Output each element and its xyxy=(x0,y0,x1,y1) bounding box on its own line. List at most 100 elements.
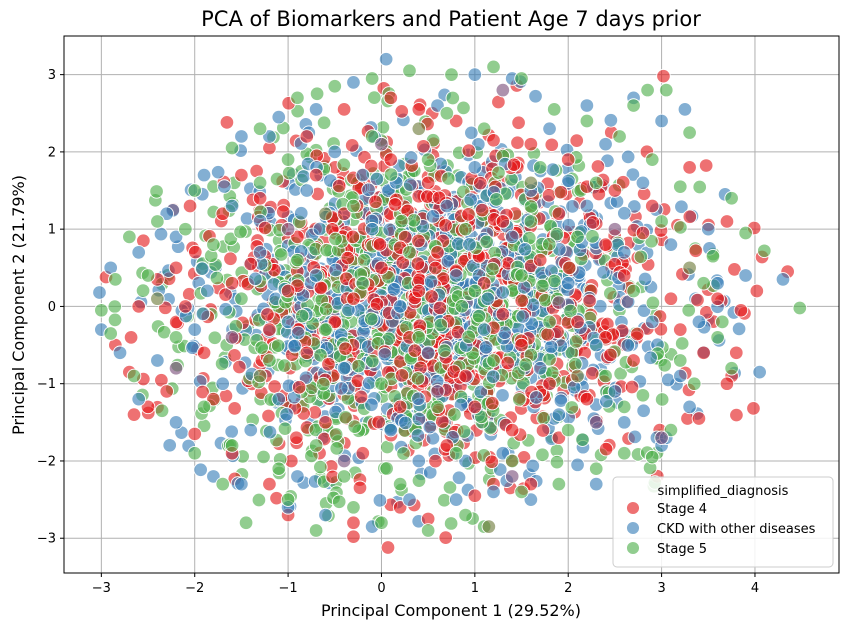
scatter-point xyxy=(336,360,352,376)
scatter-point xyxy=(296,169,311,184)
scatter-point xyxy=(616,399,632,415)
scatter-point xyxy=(467,283,483,299)
scatter-point xyxy=(153,226,169,242)
scatter-point xyxy=(692,179,707,195)
scatter-point xyxy=(523,214,539,229)
scatter-point xyxy=(206,391,221,407)
scatter-point xyxy=(545,162,561,177)
scatter-point xyxy=(318,206,333,221)
legend-label: CKD with other diseases xyxy=(657,522,816,537)
scatter-point xyxy=(214,356,230,372)
scatter-point xyxy=(355,167,371,183)
scatter-point xyxy=(392,299,408,314)
scatter-point xyxy=(178,221,193,237)
scatter-point xyxy=(438,218,453,233)
scatter-point xyxy=(682,399,697,415)
scatter-point xyxy=(560,152,576,167)
scatter-point xyxy=(394,104,410,119)
scatter-point xyxy=(480,291,495,307)
scatter-point xyxy=(585,229,600,244)
scatter-point xyxy=(346,198,361,214)
scatter-point xyxy=(710,291,725,306)
scatter-point xyxy=(438,530,453,545)
scatter-point xyxy=(579,113,595,129)
scatter-point xyxy=(588,175,604,191)
scatter-point xyxy=(369,171,385,187)
scatter-point xyxy=(633,249,649,265)
scatter-point xyxy=(489,192,504,207)
scatter-point xyxy=(407,343,423,358)
scatter-point xyxy=(564,400,580,415)
scatter-point xyxy=(187,183,202,198)
scatter-point xyxy=(565,199,580,214)
scatter-point xyxy=(364,71,380,86)
scatter-point xyxy=(256,449,271,465)
scatter-point xyxy=(210,164,226,180)
scatter-point xyxy=(681,302,696,318)
scatter-point xyxy=(234,476,249,492)
scatter-points xyxy=(92,51,808,555)
scatter-point xyxy=(430,98,445,113)
scatter-point xyxy=(569,133,584,148)
y-tick-label: −1 xyxy=(37,377,56,392)
scatter-point xyxy=(506,157,522,172)
scatter-point xyxy=(374,260,389,276)
scatter-point xyxy=(687,376,702,391)
chart-title: PCA of Biomarkers and Patient Age 7 days… xyxy=(201,7,701,31)
scatter-point xyxy=(462,237,477,252)
scatter-point xyxy=(262,424,278,440)
scatter-point xyxy=(691,411,707,426)
scatter-point xyxy=(481,519,497,534)
scatter-point xyxy=(365,353,380,369)
scatter-point xyxy=(439,198,455,214)
scatter-point xyxy=(710,276,725,291)
scatter-point xyxy=(346,529,361,544)
scatter-point xyxy=(346,291,361,306)
scatter-point xyxy=(411,330,427,345)
scatter-point xyxy=(364,311,379,327)
scatter-point xyxy=(535,278,550,294)
scatter-point xyxy=(598,330,613,345)
scatter-point xyxy=(168,260,184,276)
scatter-point xyxy=(154,403,170,418)
scatter-point xyxy=(485,261,500,277)
scatter-point xyxy=(560,422,576,438)
scatter-point xyxy=(195,384,210,400)
scatter-point xyxy=(538,292,553,308)
scatter-point xyxy=(321,356,336,372)
scatter-point xyxy=(454,299,470,314)
scatter-point xyxy=(682,209,698,224)
scatter-point xyxy=(643,350,658,365)
scatter-point xyxy=(535,423,551,438)
scatter-point xyxy=(290,469,305,484)
scatter-point xyxy=(673,353,688,368)
scatter-point xyxy=(588,337,604,353)
scatter-point xyxy=(372,493,388,508)
scatter-point xyxy=(607,183,623,198)
legend-marker xyxy=(626,521,640,535)
scatter-point xyxy=(448,113,464,129)
scatter-point xyxy=(514,71,529,86)
scatter-point xyxy=(346,515,361,531)
scatter-point xyxy=(289,430,304,445)
scatter-point xyxy=(423,274,439,289)
scatter-point xyxy=(238,515,254,531)
scatter-point xyxy=(428,453,443,469)
scatter-point xyxy=(318,415,333,430)
scatter-point xyxy=(224,276,240,291)
scatter-point xyxy=(617,205,632,221)
x-tick-label: −3 xyxy=(92,581,111,596)
scatter-point xyxy=(112,345,128,361)
scatter-point xyxy=(308,523,324,538)
scatter-point xyxy=(588,476,604,492)
scatter-point xyxy=(420,152,436,167)
scatter-point xyxy=(775,272,791,287)
scatter-point xyxy=(178,299,193,314)
scatter-point xyxy=(624,379,640,395)
scatter-point xyxy=(461,143,477,158)
scatter-point xyxy=(308,167,324,183)
scatter-point xyxy=(277,358,292,373)
scatter-point xyxy=(140,399,156,415)
scatter-point xyxy=(394,213,409,229)
scatter-point xyxy=(456,424,472,439)
